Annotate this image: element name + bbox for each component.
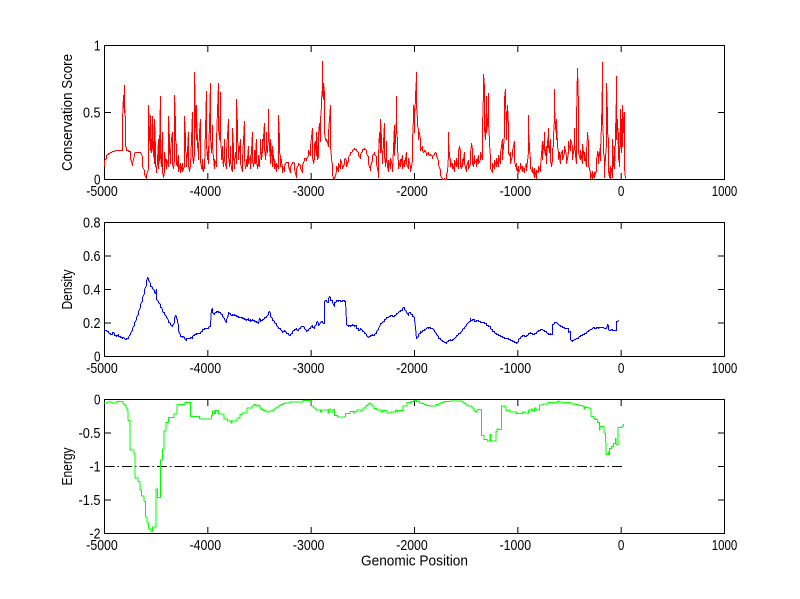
svg-text:0.5: 0.5 [83,106,101,122]
svg-text:-1.5: -1.5 [79,493,101,509]
svg-text:0: 0 [618,538,625,554]
svg-text:Density: Density [60,269,76,310]
svg-text:1000: 1000 [712,538,738,554]
svg-text:-2000: -2000 [396,184,428,200]
svg-text:0.4: 0.4 [83,283,101,299]
svg-text:0: 0 [618,361,625,377]
svg-text:-4000: -4000 [190,361,222,377]
svg-text:-5000: -5000 [86,361,118,377]
svg-text:-4000: -4000 [190,184,222,200]
svg-text:0.8: 0.8 [83,216,101,232]
svg-text:Genomic Position: Genomic Position [361,553,468,569]
svg-text:-1: -1 [90,460,101,476]
svg-text:-2000: -2000 [396,538,428,554]
svg-text:-3000: -3000 [293,538,325,554]
svg-text:1000: 1000 [712,361,738,377]
svg-text:0.2: 0.2 [83,316,101,332]
svg-text:-3000: -3000 [293,184,325,200]
svg-text:0.6: 0.6 [83,249,101,265]
svg-text:-1000: -1000 [500,361,532,377]
svg-text:-1000: -1000 [500,538,532,554]
svg-text:-5000: -5000 [86,184,118,200]
svg-text:1: 1 [94,39,101,55]
svg-text:Energy: Energy [60,447,76,486]
svg-text:0: 0 [94,393,101,409]
svg-text:-5000: -5000 [86,538,118,554]
svg-text:1000: 1000 [712,184,738,200]
svg-text:0: 0 [94,350,101,366]
svg-text:0: 0 [618,184,625,200]
svg-text:-2: -2 [90,527,101,543]
svg-text:-1000: -1000 [500,184,532,200]
svg-text:Conservation Score: Conservation Score [60,54,76,171]
svg-text:0: 0 [94,173,101,189]
svg-text:-3000: -3000 [293,361,325,377]
svg-text:-4000: -4000 [190,538,222,554]
svg-text:-2000: -2000 [396,361,428,377]
svg-text:-0.5: -0.5 [79,426,101,442]
